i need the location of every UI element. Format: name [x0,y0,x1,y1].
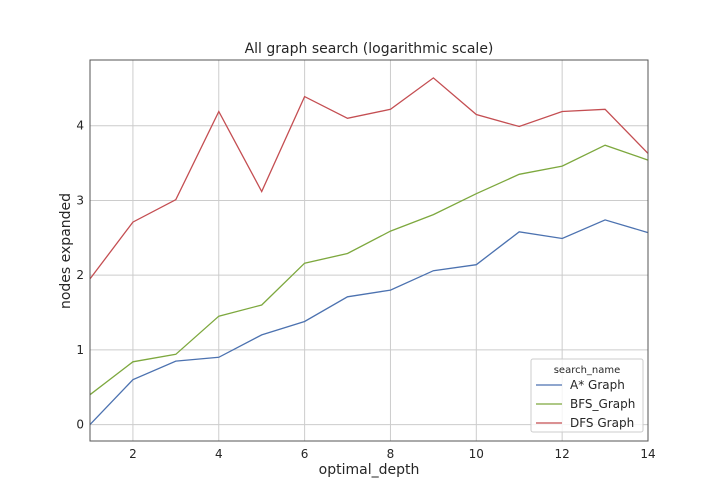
legend-label-a-graph: A* Graph [570,378,625,392]
series-line-dfs-graph [89,77,649,280]
legend-label-bfs-graph: BFS_Graph [570,397,635,411]
x-tick-label: 6 [301,447,309,461]
plot-frame [89,59,649,442]
x-tick-label: 4 [215,447,223,461]
x-axis-ticks: 2 4 6 8 10 12 14 [129,447,656,461]
y-axis-ticks: 0 1 2 3 4 [76,119,84,432]
legend-box [530,358,644,433]
grid [90,60,649,441]
x-tick-label: 10 [469,447,484,461]
x-axis-label: optimal_depth [319,462,420,478]
x-tick-label: 12 [555,447,570,461]
y-tick-label: 2 [76,268,84,282]
y-tick-label: 3 [76,193,84,207]
y-tick-label: 0 [76,418,84,432]
series-lines [89,77,649,426]
legend: search_name A* Graph BFS_Graph DFS Graph [530,358,644,433]
legend-items: A* Graph BFS_Graph DFS Graph [536,378,635,430]
chart-title: All graph search (logarithmic scale) [245,41,494,57]
legend-label-dfs-graph: DFS Graph [570,416,634,430]
series-line-bfs-graph [89,144,649,396]
x-tick-label: 14 [640,447,655,461]
y-axis-label: nodes expanded [58,193,74,309]
x-tick-label: 2 [129,447,137,461]
y-tick-label: 4 [76,119,84,133]
y-tick-label: 1 [76,343,84,357]
legend-title: search_name [554,365,621,376]
series-line-a-graph [89,219,649,426]
x-tick-label: 8 [387,447,395,461]
